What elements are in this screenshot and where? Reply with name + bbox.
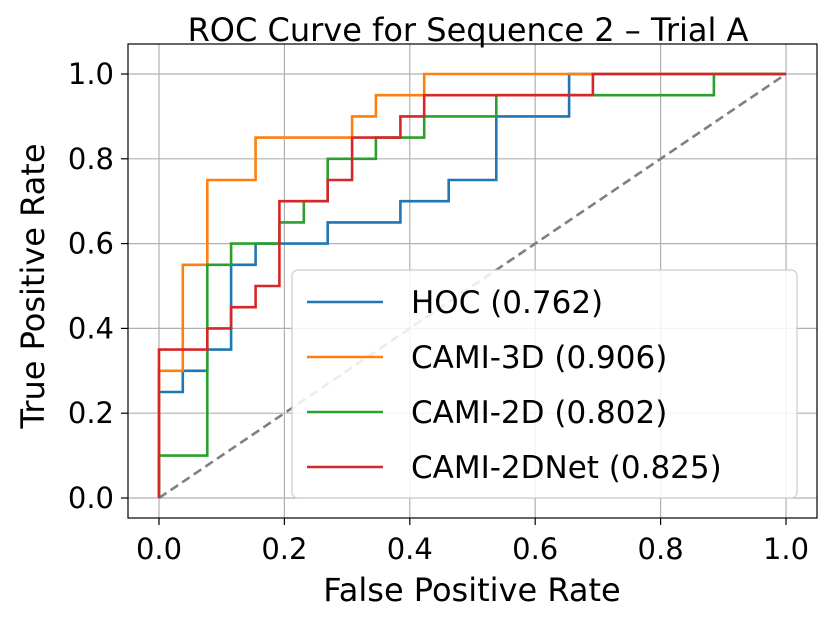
legend-label: CAMI-2D (0.802) bbox=[411, 395, 667, 431]
series-line-hoc bbox=[157, 72, 786, 498]
series-line-cami-3d bbox=[157, 72, 786, 498]
legend-box bbox=[291, 269, 798, 499]
y-tick-label: 1.0 bbox=[68, 57, 114, 91]
y-tick-label: 0.8 bbox=[68, 142, 114, 176]
series-line-cami-2dnet bbox=[157, 72, 786, 498]
legend-label: CAMI-2DNet (0.825) bbox=[411, 450, 722, 486]
tick-layer: 0.0 0.2 0.4 0.6 0.8 1.0 0.0 0.2 0.4 0.6 0.8 1.0 bbox=[68, 57, 809, 566]
x-tick-label: 0.4 bbox=[387, 532, 433, 566]
y-tick-label: 0.0 bbox=[68, 481, 114, 515]
chart-title: ROC Curve for Sequence 2 – Trial A bbox=[188, 11, 749, 49]
y-tick-label: 0.2 bbox=[68, 396, 114, 430]
x-tick-label: 0.6 bbox=[512, 532, 558, 566]
x-axis-label: False Positive Rate bbox=[323, 571, 620, 609]
series-layer bbox=[157, 72, 786, 498]
x-tick-label: 1.0 bbox=[763, 532, 809, 566]
y-tick-label: 0.4 bbox=[68, 311, 114, 345]
y-tick-label: 0.6 bbox=[68, 227, 114, 261]
y-axis-label: True Positive Rate bbox=[14, 143, 52, 429]
x-tick-label: 0.2 bbox=[261, 532, 307, 566]
plot-frame bbox=[127, 43, 818, 519]
legend-label: CAMI-3D (0.906) bbox=[411, 340, 667, 376]
legend: HOC (0.762) CAMI-3D (0.906) CAMI-2D (0.802… bbox=[291, 269, 798, 499]
x-tick-label: 0.0 bbox=[136, 532, 182, 566]
legend-label: HOC (0.762) bbox=[411, 285, 603, 321]
x-tick-label: 0.8 bbox=[638, 532, 684, 566]
